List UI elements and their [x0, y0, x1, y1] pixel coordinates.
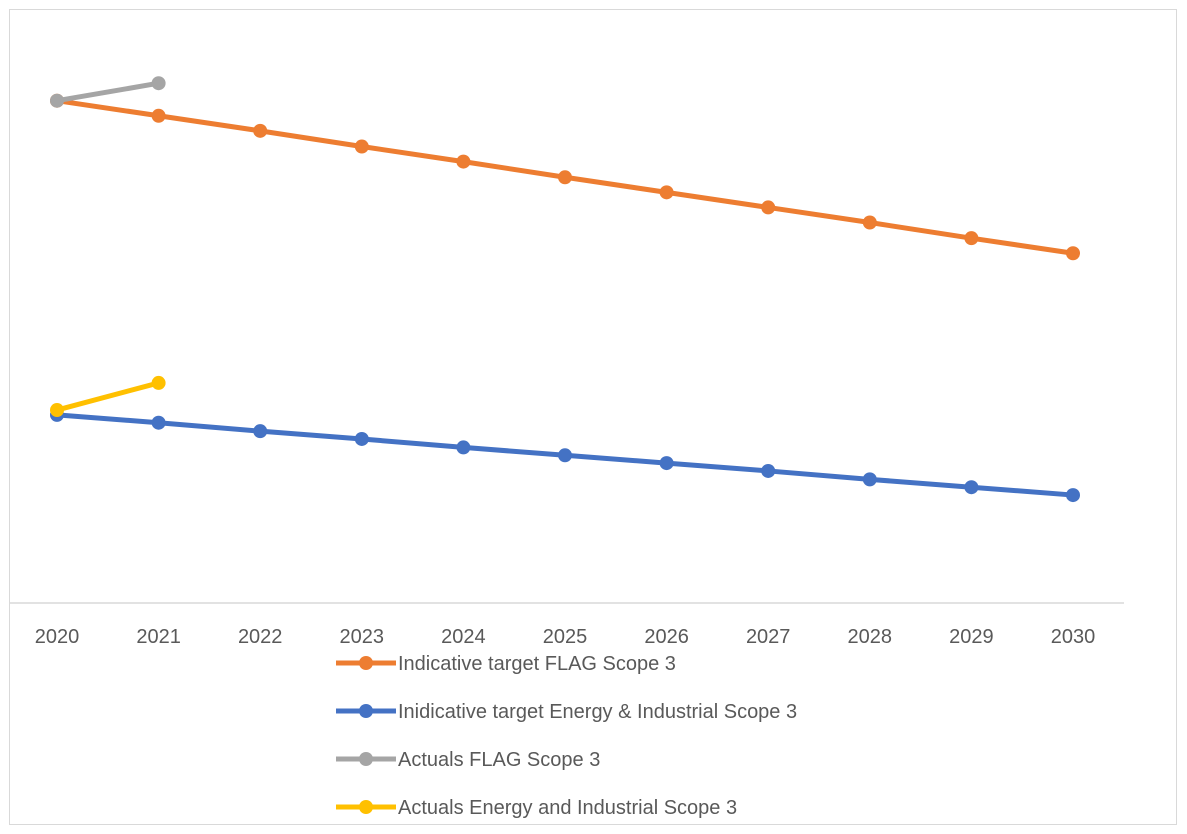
- legend-label-1: Inidicative target Energy & Industrial S…: [398, 701, 797, 723]
- legend-swatch-marker-2: [359, 752, 373, 766]
- data-point-0-2022: [253, 123, 268, 138]
- x-tick-label-2025: 2025: [543, 626, 588, 648]
- legend-swatch-marker-0: [359, 656, 373, 670]
- series-line-3: [54, 380, 162, 413]
- data-point-0-2030: [1066, 246, 1080, 261]
- data-point-3-2021: [151, 375, 166, 390]
- x-tick-label-2021: 2021: [136, 626, 181, 648]
- data-point-2-2020: [50, 93, 64, 108]
- x-tick-label-2020: 2020: [35, 626, 80, 648]
- data-point-0-2028: [862, 215, 877, 230]
- data-point-1-2021: [151, 415, 166, 430]
- legend: Indicative target FLAG Scope 3 Inidicativ…: [336, 653, 797, 819]
- series-0: [50, 93, 1080, 261]
- x-tick-label-2030: 2030: [1051, 626, 1096, 648]
- x-tick-label-2022: 2022: [238, 626, 283, 648]
- series-2: [50, 76, 166, 108]
- series-line-2: [54, 80, 162, 104]
- x-tick-label-2026: 2026: [644, 626, 689, 648]
- data-point-0-2021: [151, 108, 166, 123]
- data-point-1-2023: [354, 431, 369, 446]
- x-tick-label-2029: 2029: [949, 626, 994, 648]
- legend-swatch-marker-1: [359, 704, 373, 718]
- x-tick-label-2024: 2024: [441, 626, 486, 648]
- x-tick-label-2027: 2027: [746, 626, 791, 648]
- data-point-1-2027: [761, 463, 776, 478]
- x-tick-label-2028: 2028: [848, 626, 893, 648]
- data-point-0-2027: [761, 200, 776, 215]
- data-point-0-2023: [354, 139, 369, 154]
- data-point-0-2025: [558, 170, 572, 185]
- legend-item-1: Inidicative target Energy & Industrial S…: [336, 701, 797, 723]
- series-1: [50, 407, 1080, 503]
- legend-label-0: Indicative target FLAG Scope 3: [398, 653, 676, 675]
- x-tick-labels: 2020 2021 2022 2023 2024 2025 2026 2027 2028 2029…: [35, 626, 1096, 648]
- data-point-1-2028: [862, 472, 877, 487]
- data-point-1-2022: [253, 424, 268, 439]
- legend-item-3: Actuals Energy and Industrial Scope 3: [336, 797, 737, 819]
- data-point-3-2020: [50, 403, 64, 418]
- data-point-0-2026: [659, 185, 674, 200]
- data-point-1-2025: [558, 448, 572, 463]
- series-layer: [50, 76, 1080, 503]
- legend-item-0: Indicative target FLAG Scope 3: [336, 653, 676, 675]
- x-tick-label-2023: 2023: [340, 626, 385, 648]
- data-point-1-2029: [964, 480, 979, 495]
- data-point-2-2021: [151, 76, 166, 91]
- data-point-0-2024: [456, 154, 471, 169]
- legend-label-3: Actuals Energy and Industrial Scope 3: [398, 797, 737, 819]
- legend-item-2: Actuals FLAG Scope 3: [336, 749, 600, 771]
- legend-label-2: Actuals FLAG Scope 3: [398, 749, 600, 771]
- data-point-1-2030: [1066, 488, 1080, 503]
- data-point-0-2029: [964, 231, 979, 246]
- series-3: [50, 375, 166, 418]
- legend-swatch-marker-3: [359, 800, 373, 814]
- chart-frame: [9, 9, 1177, 825]
- data-point-1-2024: [456, 440, 471, 455]
- data-point-1-2026: [659, 456, 674, 471]
